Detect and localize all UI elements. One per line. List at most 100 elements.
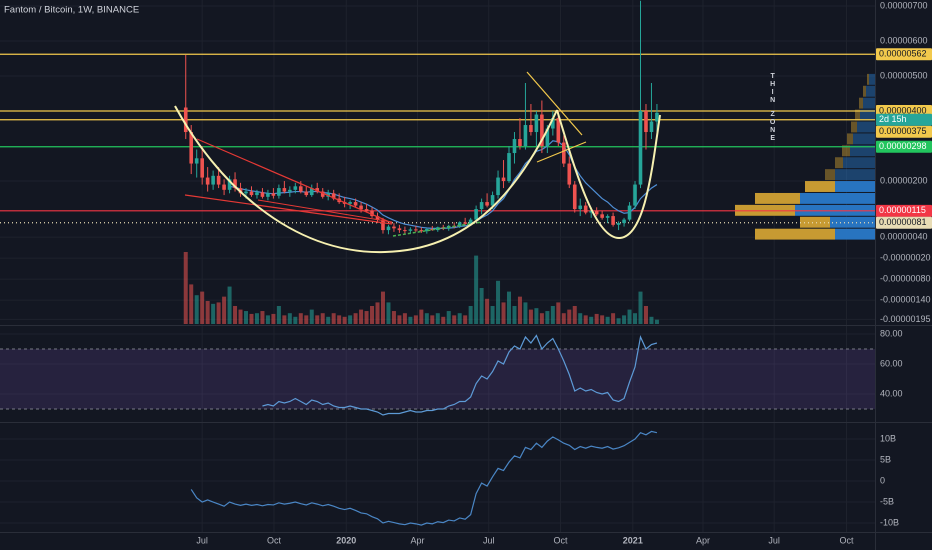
candle-body: [222, 184, 226, 190]
profile-up: [805, 181, 835, 192]
profile-down: [853, 133, 875, 145]
x-tick-label: Apr: [410, 535, 424, 545]
x-tick-label: 2021: [623, 535, 643, 545]
countdown: 2d 15h: [879, 114, 907, 124]
y-tick-label: 0.00000200: [880, 175, 928, 185]
volume-bar: [233, 306, 238, 324]
volume-bar: [605, 316, 610, 324]
candle-body: [282, 188, 287, 192]
trendline: [184, 194, 393, 225]
candle-body: [463, 222, 467, 224]
y-tick-label: 80.00: [880, 328, 903, 338]
candle-body: [561, 142, 566, 164]
candle-body: [277, 188, 281, 196]
trendline: [536, 141, 587, 163]
y-tick-label: -0.00000020: [880, 252, 931, 262]
profile-down: [860, 109, 875, 121]
volume-bar: [468, 306, 473, 324]
volume-bar: [353, 313, 358, 324]
level-label: 0.00000400: [879, 105, 927, 115]
candle-body: [507, 153, 511, 182]
profile-down: [869, 73, 875, 85]
profile-up: [867, 73, 869, 85]
volume-bar: [276, 306, 281, 324]
trendline: [526, 71, 583, 136]
candle-body: [189, 132, 194, 164]
candle-body: [408, 229, 413, 231]
candle-body: [534, 114, 539, 133]
candle-body: [496, 177, 500, 196]
volume-bar: [638, 291, 643, 324]
volume-bar: [654, 319, 659, 324]
grid: [0, 0, 875, 532]
volume-bar: [545, 311, 550, 324]
level-label: 0.00000562: [879, 49, 927, 59]
volume-bar: [457, 313, 462, 324]
volume-bar: [643, 306, 648, 324]
volume-bar: [539, 313, 544, 324]
candle-body: [320, 191, 325, 197]
volume-bar: [485, 298, 490, 324]
profile-down: [800, 192, 875, 204]
volume-bar: [523, 302, 528, 324]
volume-bar: [189, 284, 194, 324]
x-tick-label: Oct: [553, 535, 568, 545]
candle-body: [605, 216, 610, 218]
candle-body: [271, 193, 276, 196]
candle-body: [518, 139, 522, 147]
level-label-box: [876, 125, 932, 138]
volume-bar: [561, 313, 566, 324]
candle-body: [474, 209, 478, 220]
candle-body: [572, 184, 577, 210]
cup-curve: [556, 109, 661, 240]
countdown-box: [876, 113, 932, 126]
volume-bar: [446, 311, 451, 324]
price-pane: [0, 0, 875, 324]
candle-body: [288, 189, 292, 192]
volume-bar: [375, 302, 380, 324]
candle-body: [419, 230, 424, 232]
volume-bar: [386, 302, 391, 324]
candle-body: [216, 175, 221, 185]
candle-body: [578, 205, 583, 210]
volume-bar: [216, 302, 221, 324]
level-label-box: [876, 204, 932, 217]
level-label: 0.00000298: [879, 141, 927, 151]
volume-bar: [391, 311, 396, 324]
volume-bar: [649, 316, 654, 324]
y-tick-label: 10B: [880, 433, 896, 443]
candle-body: [227, 179, 232, 190]
candle-body: [315, 188, 320, 192]
candle-body: [638, 111, 643, 185]
annotation: ZONE: [769, 111, 776, 143]
volume-bar: [342, 316, 347, 324]
y-tick-label: 0.00000600: [880, 35, 928, 45]
candle-body: [479, 202, 484, 210]
candle-body: [200, 158, 204, 178]
volume-bar: [616, 318, 621, 324]
profile-up: [755, 228, 835, 240]
volume-bar: [408, 316, 413, 324]
volume-bar: [594, 313, 599, 324]
candle-body: [616, 223, 621, 225]
volume-bar: [331, 313, 336, 324]
y-tick-label: 60.00: [880, 358, 903, 368]
volume-bar: [244, 311, 249, 324]
level-label: 0.00000115: [879, 205, 926, 215]
trendline: [392, 221, 483, 237]
annotation: THIN: [769, 73, 776, 105]
candle-body: [386, 226, 391, 231]
profile-up: [851, 121, 857, 133]
y-tick-label: -0.00000195: [880, 314, 931, 324]
volume-bar: [227, 286, 232, 324]
volume-bar: [435, 313, 440, 324]
volume-bar: [249, 313, 254, 324]
volume-bar: [183, 252, 188, 324]
volume-bar: [578, 313, 583, 324]
volume-bar: [364, 311, 369, 324]
trendline: [257, 199, 393, 223]
volume-bar: [309, 309, 314, 324]
y-tick-label: 0.00000700: [880, 0, 928, 10]
profile-down: [835, 169, 875, 181]
profile-down: [850, 145, 875, 157]
